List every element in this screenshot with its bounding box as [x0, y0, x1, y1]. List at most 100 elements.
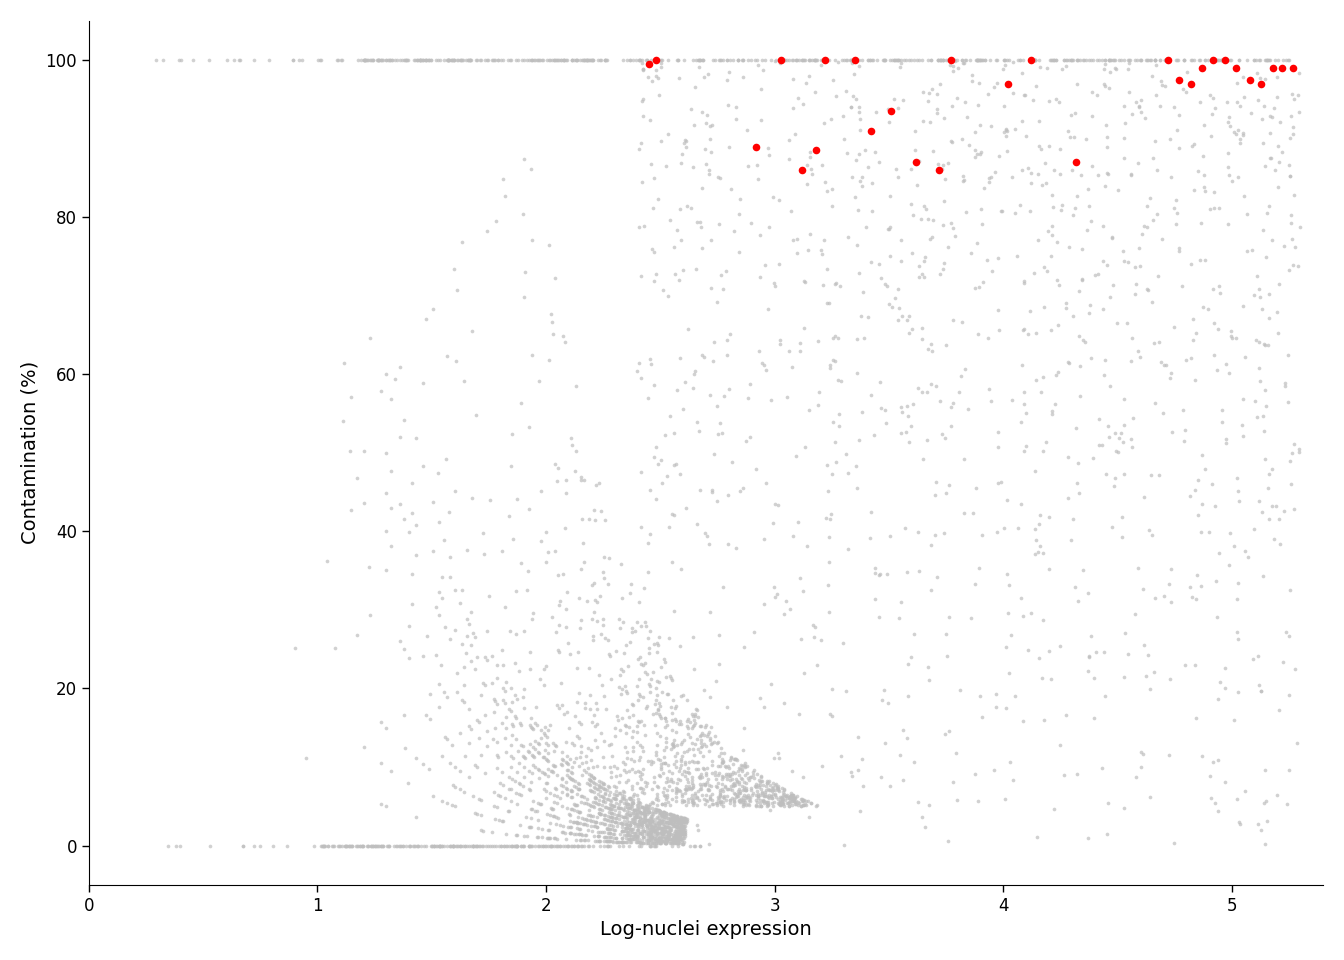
Point [849, 174, 871, 189]
Point [1013, 87, 1035, 103]
Point [728, 192, 750, 207]
Point [646, 809, 668, 825]
Point [599, 838, 621, 853]
Point [590, 815, 612, 830]
Point [641, 73, 663, 88]
Point [538, 745, 559, 760]
Point [1044, 396, 1066, 412]
Point [487, 734, 508, 750]
Point [1278, 687, 1300, 703]
Point [1140, 53, 1161, 68]
Point [1148, 468, 1169, 483]
Point [1042, 187, 1063, 203]
Point [919, 231, 941, 247]
Point [199, 838, 220, 853]
Point [534, 661, 555, 677]
Point [650, 710, 672, 726]
Point [820, 357, 841, 372]
Point [1134, 110, 1156, 126]
Point [458, 718, 480, 733]
Point [1106, 315, 1128, 330]
Point [726, 789, 747, 804]
Point [626, 806, 648, 822]
Point [1095, 139, 1117, 155]
Point [758, 796, 780, 811]
Point [1261, 109, 1282, 125]
Point [665, 793, 687, 808]
Point [594, 812, 616, 828]
Point [663, 809, 684, 825]
Point [668, 836, 689, 852]
Point [952, 315, 973, 330]
Point [450, 838, 472, 853]
Point [570, 472, 591, 488]
Point [528, 736, 550, 752]
Point [532, 53, 554, 68]
Point [628, 835, 649, 851]
Point [671, 754, 692, 769]
Point [719, 753, 741, 768]
Point [825, 353, 847, 369]
Point [833, 131, 855, 146]
Point [603, 826, 625, 841]
Point [659, 212, 680, 228]
Point [646, 674, 668, 689]
Point [618, 828, 640, 843]
Point [864, 145, 886, 160]
Point [1157, 53, 1179, 68]
Point [657, 820, 679, 835]
Point [375, 445, 396, 461]
Point [637, 812, 659, 828]
Point [598, 804, 620, 820]
Point [882, 53, 903, 68]
Point [1027, 829, 1048, 845]
Point [664, 812, 685, 828]
Point [954, 361, 976, 376]
Point [633, 820, 655, 835]
Point [632, 829, 653, 845]
Point [895, 53, 917, 68]
Point [437, 53, 458, 68]
Point [509, 838, 531, 853]
Point [1114, 392, 1136, 407]
Point [460, 721, 481, 736]
Point [636, 835, 657, 851]
Point [689, 768, 711, 783]
Point [633, 824, 655, 839]
Point [653, 651, 675, 666]
Point [1003, 772, 1024, 787]
Point [671, 561, 692, 576]
Point [595, 833, 617, 849]
Point [1126, 53, 1148, 68]
Point [621, 781, 642, 797]
Point [1050, 737, 1071, 753]
Point [1168, 140, 1189, 156]
Point [449, 781, 470, 797]
Point [1043, 162, 1064, 178]
Point [672, 818, 694, 833]
Point [663, 809, 684, 825]
Point [708, 749, 730, 764]
Point [782, 790, 804, 805]
Point [618, 635, 640, 650]
Point [1024, 53, 1046, 68]
Point [452, 838, 473, 853]
Point [640, 832, 661, 848]
Point [692, 749, 714, 764]
Point [1073, 53, 1094, 68]
Point [579, 773, 601, 788]
Point [535, 524, 556, 540]
Point [679, 765, 700, 780]
Point [995, 128, 1016, 143]
Point [648, 803, 669, 818]
Point [788, 796, 809, 811]
Point [644, 244, 665, 259]
Point [1040, 249, 1062, 264]
Point [1146, 162, 1168, 178]
Point [415, 838, 437, 853]
Point [437, 53, 458, 68]
Point [663, 807, 684, 823]
Point [794, 53, 816, 68]
Point [671, 820, 692, 835]
Point [671, 836, 692, 852]
